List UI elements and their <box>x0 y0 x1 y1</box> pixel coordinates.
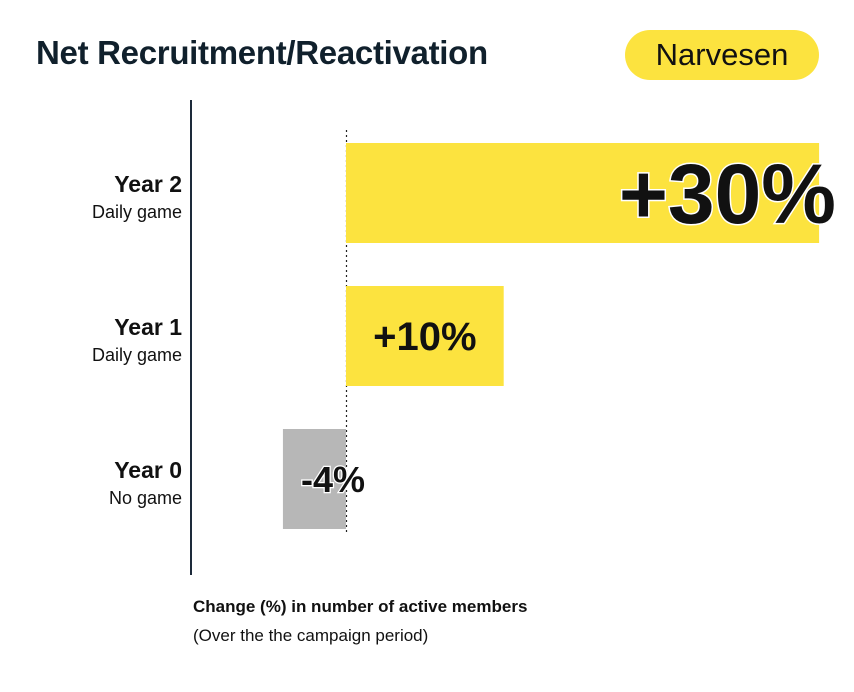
category-label: Year 1 <box>114 314 182 340</box>
brand-badge: Narvesen <box>625 30 819 80</box>
data-label: +30% <box>619 147 836 241</box>
category-sublabel: Daily game <box>92 345 182 365</box>
category-label: Year 0 <box>114 457 182 483</box>
x-axis-note: (Over the the campaign period) <box>193 626 429 645</box>
bar-year-2 <box>346 143 820 243</box>
category-label: Year 2 <box>114 171 182 197</box>
category-sublabel: No game <box>109 488 182 508</box>
x-axis-label: Change (%) in number of active members <box>193 597 528 616</box>
chart-title: Net Recruitment/Reactivation <box>36 34 488 71</box>
data-label: +10% <box>373 315 476 359</box>
category-sublabel: Daily game <box>92 202 182 222</box>
bar-year-0 <box>282 429 346 529</box>
data-label: -4% <box>301 459 365 500</box>
bar-year-1 <box>346 286 504 386</box>
